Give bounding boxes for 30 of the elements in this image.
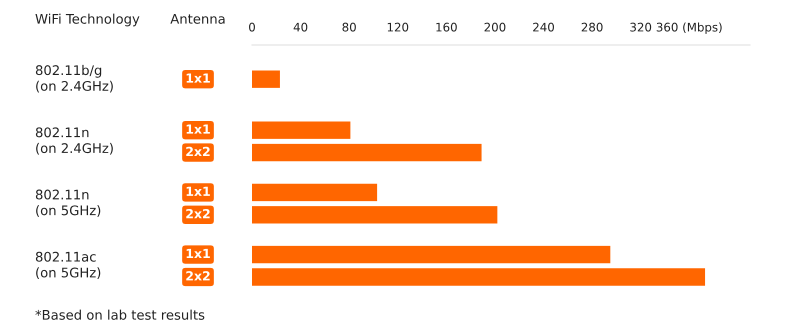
y-axis-title: WiFi Technology xyxy=(35,14,140,26)
text: *Based on lab test results xyxy=(35,310,204,320)
x2-tick-label: 240 xyxy=(533,22,554,32)
x2-tick-label: 0 xyxy=(249,22,255,32)
text: 2x2 xyxy=(186,208,210,218)
x2-tick-label: 320 xyxy=(630,22,652,32)
bar xyxy=(252,206,498,224)
text: 2x2 xyxy=(186,271,210,280)
text: 1x1 xyxy=(186,186,210,196)
bar xyxy=(252,122,350,139)
y-tick-label: 802.11b/g (on 2.4GHz) xyxy=(36,64,113,92)
y-tick-label: 802.11n (on 5GHz) xyxy=(36,190,100,217)
x2-tick-label: 160 xyxy=(436,22,457,32)
text: 1x1 xyxy=(186,74,210,83)
x2-tick-label: 80 xyxy=(342,22,356,32)
x2-tick-label: 40 xyxy=(294,22,308,32)
text: 1x1 xyxy=(186,124,210,134)
bar xyxy=(252,268,706,286)
x2-tick-label: 280 xyxy=(582,22,603,32)
y-tick-label: 802.11n (on 2.4GHz) xyxy=(36,127,113,155)
x2-tick-label: 200 xyxy=(484,22,506,32)
bar xyxy=(252,144,482,162)
x2-tick-label: 360 (Mbps) xyxy=(656,22,722,34)
x2-tick-label: 120 xyxy=(388,22,408,32)
legend-title: Antenna xyxy=(170,14,225,24)
bar xyxy=(252,184,378,202)
bar xyxy=(252,246,610,264)
text: 1x1 xyxy=(186,248,210,258)
y-tick-label: 802.11ac (on 5GHz) xyxy=(36,252,100,280)
legend-label: 2x2 xyxy=(186,146,210,156)
